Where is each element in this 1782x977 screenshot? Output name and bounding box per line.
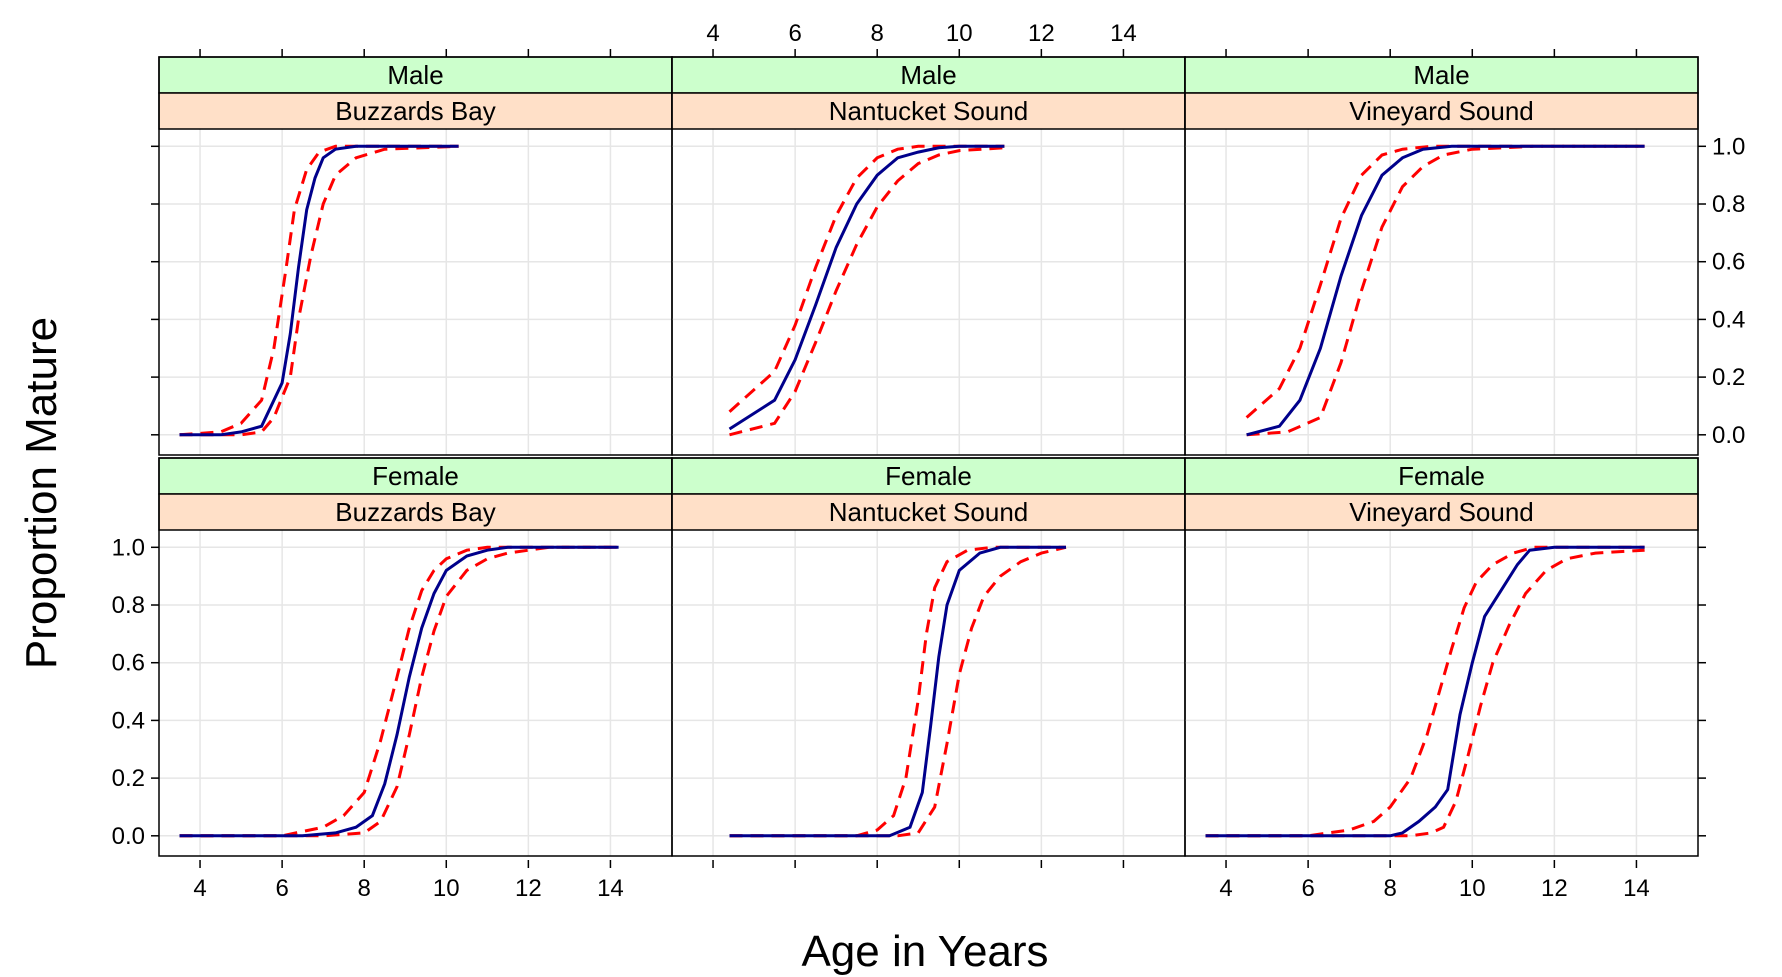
ci-upper-line	[728, 144, 1005, 413]
strip-region-label: Nantucket Sound	[829, 497, 1028, 527]
x-tick-label: 8	[358, 875, 371, 902]
strip-region	[158, 493, 673, 531]
x-tick-label: 14	[1110, 20, 1137, 47]
strip-region-label: Buzzards Bay	[335, 497, 495, 527]
x-tick-label: 4	[706, 20, 719, 47]
strip-region-label: Nantucket Sound	[829, 96, 1028, 126]
x-tick-label: 6	[1301, 875, 1314, 902]
x-tick-label: 10	[433, 875, 460, 902]
y-tick-label: 0.2	[112, 765, 145, 792]
y-tick-label: 1.0	[1712, 133, 1745, 160]
y-tick-label: 1.0	[112, 534, 145, 561]
x-tick-label: 6	[788, 20, 801, 47]
ci-lower-line	[179, 545, 619, 838]
x-tick-label: 8	[871, 20, 884, 47]
ci-lower-line	[729, 545, 1067, 838]
panel-4: Female Nantucket Sound	[671, 457, 1186, 857]
x-tick-label: 4	[1219, 875, 1232, 902]
ci-lower-line	[1246, 144, 1645, 437]
y-tick-label: 0.0	[112, 823, 145, 850]
x-tick-label: 12	[1541, 875, 1568, 902]
panel-0: Male Buzzards Bay	[158, 56, 673, 456]
fitted-curve-line	[728, 144, 1005, 431]
fitted-curve-line	[1205, 545, 1645, 838]
x-axis-title: Age in Years	[801, 927, 1048, 976]
panel-border	[1184, 457, 1699, 857]
strip-region-label: Vineyard Sound	[1349, 497, 1534, 527]
x-tick-label: 8	[1384, 875, 1397, 902]
y-tick-label: 0.2	[1712, 364, 1745, 391]
x-tick-label: 6	[275, 875, 288, 902]
fitted-curve-line	[179, 144, 459, 437]
strip-region	[1184, 92, 1699, 130]
strip-region	[1184, 493, 1699, 531]
x-tick-label: 4	[193, 875, 206, 902]
fitted-curve-line	[1246, 144, 1645, 437]
strip-sex-label: Male	[900, 60, 956, 90]
x-tick-label: 10	[1459, 875, 1486, 902]
fitted-curve-line	[179, 545, 619, 838]
strip-sex	[158, 56, 673, 94]
ci-upper-line	[1245, 144, 1645, 419]
x-tick-label: 12	[515, 875, 542, 902]
strip-sex-label: Male	[387, 60, 443, 90]
fitted-curve-line	[729, 545, 1066, 838]
y-tick-label: 0.8	[112, 592, 145, 619]
panel-border	[1184, 56, 1699, 456]
strip-sex-label: Female	[372, 461, 459, 491]
x-tick-label: 10	[946, 20, 973, 47]
ci-upper-line	[729, 545, 1066, 838]
panel-2: Male Vineyard Sound	[1184, 56, 1699, 456]
strip-sex	[158, 457, 673, 495]
strip-region	[671, 92, 1186, 130]
ci-upper-line	[179, 144, 459, 437]
strip-sex-label: Female	[885, 461, 972, 491]
y-tick-label: 0.4	[1712, 306, 1745, 333]
strip-sex	[1184, 457, 1699, 495]
y-axis-title: Proportion Mature	[17, 317, 66, 669]
ci-lower-line	[1205, 548, 1645, 838]
x-tick-label: 14	[1623, 875, 1650, 902]
panel-1: Male Nantucket Sound	[671, 56, 1186, 456]
axes-layer: 4 6 8 10 12 14 4 6 8 10 12 14 4 6 8 10 12 14 0.0 0.2 0.4 0.6 0…	[112, 20, 1746, 902]
x-tick-label: 14	[597, 875, 624, 902]
y-tick-label: 0.0	[1712, 422, 1745, 449]
strip-region-label: Buzzards Bay	[335, 96, 495, 126]
ci-upper-line	[1205, 545, 1645, 838]
y-tick-label: 0.6	[112, 650, 145, 677]
ci-upper-line	[179, 545, 619, 838]
panels-layer: Male Buzzards Bay Male Nantucket Sound Male V…	[158, 56, 1699, 857]
strip-sex-label: Male	[1413, 60, 1469, 90]
y-tick-label: 0.6	[1712, 249, 1745, 276]
y-tick-label: 0.4	[112, 707, 145, 734]
y-tick-label: 0.8	[1712, 191, 1745, 218]
x-tick-label: 12	[1028, 20, 1055, 47]
strip-region-label: Vineyard Sound	[1349, 96, 1534, 126]
strip-region	[158, 92, 673, 130]
panel-3: Female Buzzards Bay	[158, 457, 673, 857]
panel-5: Female Vineyard Sound	[1184, 457, 1699, 857]
ci-lower-line	[179, 144, 459, 437]
strip-sex-label: Female	[1398, 461, 1485, 491]
